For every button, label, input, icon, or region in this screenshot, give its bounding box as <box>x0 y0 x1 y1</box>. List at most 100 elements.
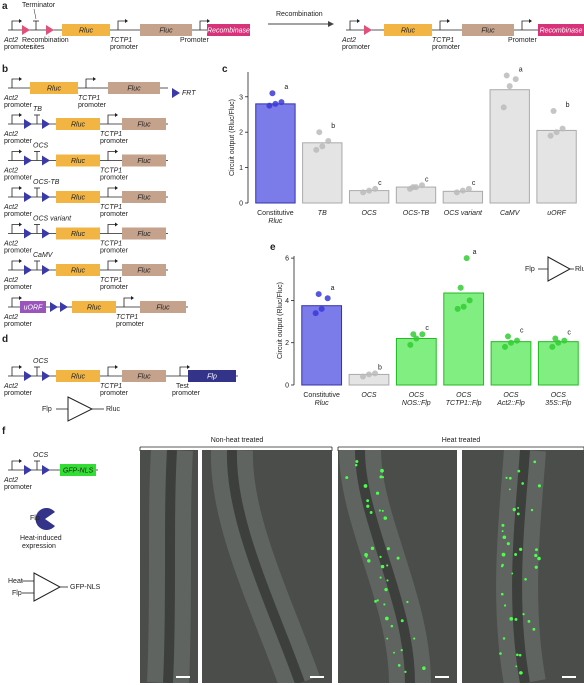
label: Act2 <box>3 204 18 211</box>
label: Act2 <box>3 131 18 138</box>
nucleus <box>537 556 541 561</box>
site <box>42 155 50 166</box>
significance-letter: c <box>520 327 524 334</box>
y-axis-label: Circuit output (Rluc/Fluc) <box>229 99 236 176</box>
label: promoter <box>4 44 33 51</box>
label: Act2 <box>3 241 18 248</box>
site <box>42 119 50 129</box>
panel-letter: a <box>2 1 8 12</box>
gene-label: uORF <box>24 304 43 311</box>
label: Recombination <box>276 11 323 18</box>
data-point <box>547 132 554 139</box>
arrow-head <box>131 296 134 300</box>
label: promoter <box>78 102 107 109</box>
label: Rluc <box>575 266 584 273</box>
nucleus <box>380 564 385 569</box>
data-point <box>366 187 373 194</box>
panel-letter: e <box>270 242 276 253</box>
nucleus <box>501 530 504 533</box>
label: Non-heat treated <box>211 437 264 444</box>
gene <box>56 118 100 130</box>
nucleus <box>515 665 518 668</box>
label: promoter <box>432 44 461 51</box>
significance-letter: a <box>473 249 477 256</box>
site <box>172 88 180 98</box>
nucleus <box>533 460 537 464</box>
nucleus <box>511 572 514 575</box>
nucleus <box>501 523 505 527</box>
x-tick-label: OCS-TB <box>403 210 430 217</box>
data-point <box>505 333 511 340</box>
root-core <box>163 450 177 683</box>
nucleus <box>508 488 511 491</box>
label: promoter <box>4 248 33 255</box>
gate <box>33 572 62 602</box>
bar <box>395 337 437 386</box>
label: promoter <box>4 211 33 218</box>
micrograph <box>202 450 332 683</box>
label: Heat treated <box>442 437 481 444</box>
nucleus <box>413 637 416 640</box>
gene <box>122 154 166 167</box>
significance-letter: a <box>519 67 523 74</box>
label: TCTP1 <box>100 204 122 211</box>
site <box>24 265 32 275</box>
gene <box>122 118 166 130</box>
arrow-head <box>19 222 22 227</box>
nucleus <box>363 484 368 488</box>
gene <box>56 227 100 240</box>
data-point <box>360 373 366 380</box>
y-tick-label: 1 <box>239 165 243 172</box>
label: promoter <box>4 102 33 109</box>
gene-label: Fluc <box>137 267 151 274</box>
label: Act2 <box>3 383 18 390</box>
data-point <box>266 102 273 109</box>
significance-letter: c <box>425 325 429 332</box>
nucleus <box>530 508 534 512</box>
x-tick-label: OCS <box>362 210 378 217</box>
data-point <box>413 335 420 342</box>
panel-letter: f <box>2 426 6 437</box>
x-tick-label: 35S::Flp <box>545 400 571 407</box>
data-point <box>372 370 378 377</box>
gene-label: Fluc <box>137 158 151 165</box>
label: TCTP1 <box>432 37 454 44</box>
label: Act2 <box>3 314 18 321</box>
nucleus <box>345 476 349 480</box>
gene <box>56 154 100 167</box>
promoter-arrow <box>199 20 207 30</box>
data-point <box>459 187 466 194</box>
bar <box>537 341 579 386</box>
label: promoter <box>100 248 129 255</box>
root-core <box>226 450 305 683</box>
panel-letter: b <box>2 64 8 75</box>
site <box>42 465 50 475</box>
gene-label: Fluc <box>137 194 151 201</box>
data-point <box>550 107 557 114</box>
y-tick-label: 3 <box>239 94 243 101</box>
significance-letter: c <box>567 329 571 336</box>
label: promoter <box>4 390 33 397</box>
arrow-head <box>207 19 210 23</box>
label: Recombination <box>22 37 69 44</box>
nucleus <box>508 476 512 480</box>
arrow-head <box>529 19 532 23</box>
data-point <box>272 100 279 107</box>
label: TCTP1 <box>78 95 100 102</box>
label: Test <box>176 383 189 390</box>
nucleus <box>386 564 389 567</box>
scale-bar <box>176 676 190 678</box>
nucleus <box>381 475 385 479</box>
x-tick-label: Rluc <box>315 400 330 407</box>
data-point <box>454 305 461 312</box>
data-point <box>460 303 467 310</box>
nucleus <box>383 516 388 520</box>
gene-label: Fluc <box>137 231 151 238</box>
label: Flp <box>42 406 52 413</box>
gene-label: Rluc <box>71 158 86 165</box>
promoter-arrow <box>11 297 19 307</box>
label: TCTP1 <box>100 383 122 390</box>
x-tick-label: Constitutive <box>303 392 340 399</box>
site <box>24 371 32 381</box>
arrow-head <box>19 365 22 369</box>
